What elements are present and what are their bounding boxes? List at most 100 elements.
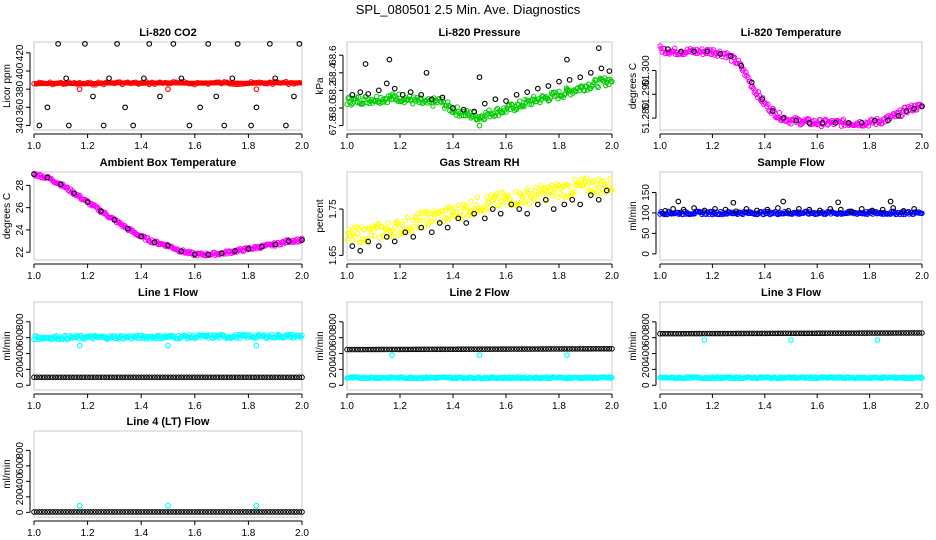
panel-3: Li-820 Temperature degrees C51.28051.2905… <box>628 27 929 152</box>
data-point <box>806 206 813 213</box>
data-point <box>516 206 523 212</box>
series-lower <box>344 374 615 382</box>
data-point <box>149 509 155 515</box>
data-point <box>183 374 190 381</box>
data-point <box>349 237 355 243</box>
data-point <box>856 330 862 336</box>
data-point <box>754 330 760 337</box>
data-point <box>157 79 163 85</box>
data-point <box>242 509 249 515</box>
x-tick-label: 1.6 <box>499 401 513 412</box>
data-point <box>293 509 300 515</box>
data-point <box>402 229 409 236</box>
data-point <box>58 374 64 381</box>
data-point <box>890 205 897 211</box>
y-axis-label: ml/min <box>628 201 639 230</box>
data-point <box>221 79 227 85</box>
series-spikes <box>76 502 260 509</box>
figure-title: SPL_080501 2.5 Min. Ave. Diagnostics <box>356 2 581 17</box>
data-point <box>146 40 153 47</box>
series-group <box>31 502 305 515</box>
data-point <box>484 346 491 352</box>
data-point <box>911 205 917 212</box>
data-point <box>460 106 467 113</box>
data-point <box>450 346 456 353</box>
data-point <box>256 374 262 381</box>
data-point <box>869 330 876 336</box>
series-raw <box>349 45 613 115</box>
data-point <box>178 509 185 515</box>
data-point <box>82 80 88 87</box>
y-tick-label: 100 <box>641 204 652 221</box>
y-tick-label: 200 <box>15 488 26 505</box>
data-point <box>44 80 51 87</box>
data-point <box>505 346 512 352</box>
data-point <box>683 330 690 337</box>
data-point <box>157 93 163 100</box>
data-point <box>767 330 773 337</box>
data-point <box>109 80 115 86</box>
data-point <box>561 346 568 352</box>
data-point <box>55 80 61 86</box>
data-point <box>299 374 305 381</box>
data-point <box>111 80 118 87</box>
series-offset <box>389 87 570 129</box>
data-point <box>186 509 193 515</box>
data-point <box>550 206 557 212</box>
x-tick-label: 1.0 <box>27 401 41 412</box>
data-point <box>381 346 387 353</box>
data-point <box>248 374 254 381</box>
y-axis-label: Licor ppm <box>2 64 13 108</box>
data-point <box>571 189 577 195</box>
data-point <box>122 509 128 515</box>
y-tick-label: 600 <box>328 329 339 346</box>
data-point <box>458 216 465 222</box>
data-point <box>709 330 716 337</box>
data-point <box>175 509 182 515</box>
data-point <box>542 196 549 203</box>
data-point <box>106 374 112 381</box>
panel-title: Line 1 Flow <box>138 287 198 299</box>
data-point <box>762 330 768 337</box>
data-point <box>218 374 225 381</box>
data-point <box>607 176 613 182</box>
data-point <box>417 95 423 101</box>
y-tick-label: 360 <box>15 99 26 116</box>
data-point <box>556 78 562 85</box>
y-tick-label: 200 <box>15 361 26 378</box>
y-tick-label: 0 <box>328 382 339 388</box>
data-point <box>524 346 531 352</box>
data-point <box>594 83 600 89</box>
y-tick-label: 400 <box>15 473 26 490</box>
data-point <box>509 102 516 108</box>
data-point <box>481 215 488 222</box>
data-point <box>221 374 228 381</box>
y-tick-label: 400 <box>641 345 652 362</box>
data-point <box>386 56 393 63</box>
data-point <box>240 509 246 515</box>
data-point <box>733 330 739 337</box>
data-point <box>397 346 403 353</box>
data-point <box>76 509 83 515</box>
data-point <box>259 80 265 86</box>
data-point <box>858 330 865 336</box>
data-point <box>76 79 83 86</box>
data-point <box>691 205 697 211</box>
plot-box <box>346 41 613 131</box>
data-point <box>267 374 273 381</box>
data-point <box>39 374 45 381</box>
data-point <box>498 110 504 116</box>
plot-box <box>659 301 923 391</box>
data-point <box>572 176 578 183</box>
data-point <box>229 75 236 82</box>
data-point <box>446 216 452 223</box>
data-point <box>516 199 522 206</box>
series-raw <box>36 40 303 129</box>
data-point <box>399 222 405 228</box>
data-point <box>385 93 392 99</box>
data-point <box>79 509 86 515</box>
data-point <box>532 346 538 352</box>
x-tick-label: 1.8 <box>241 401 255 412</box>
data-point <box>141 374 147 381</box>
